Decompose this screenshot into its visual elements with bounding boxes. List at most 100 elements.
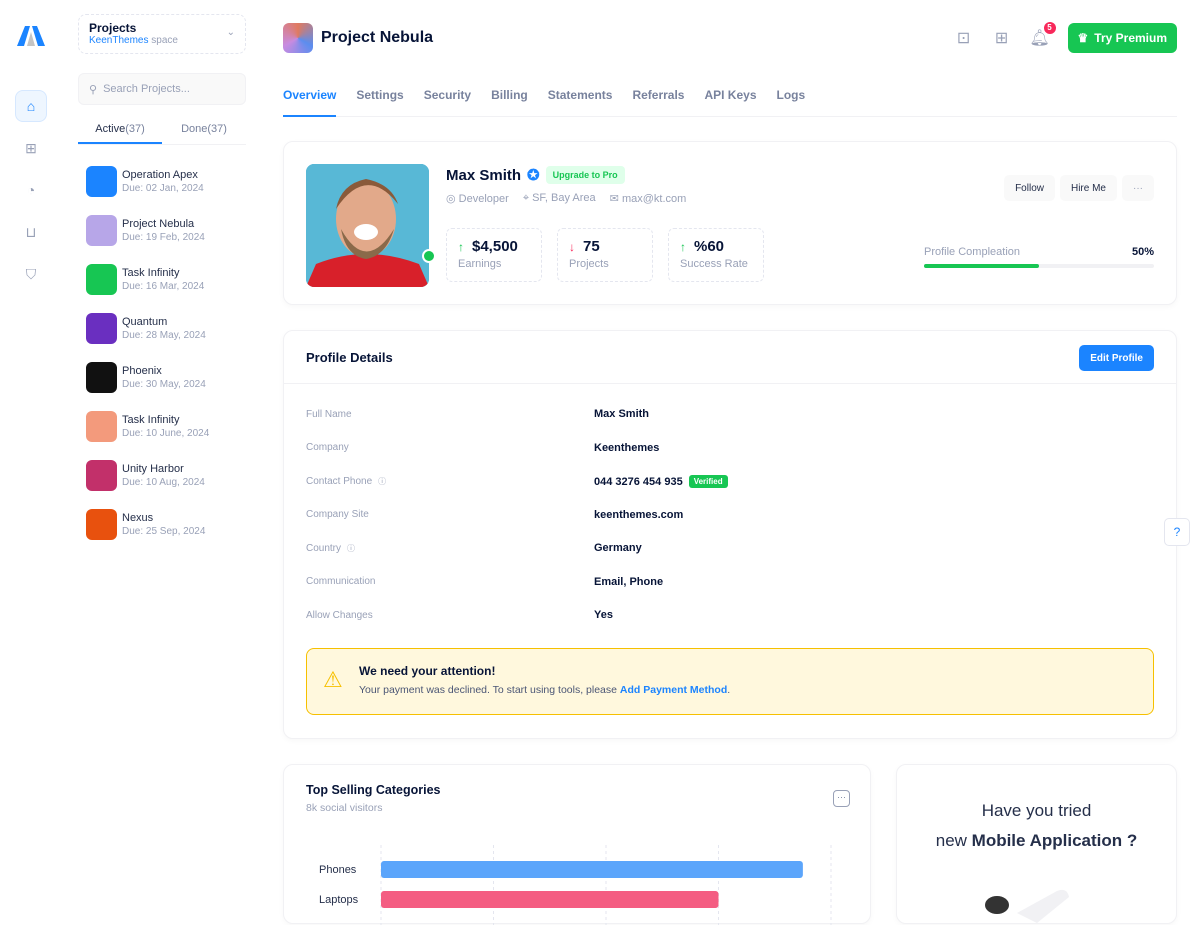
project-thumbnail <box>86 166 117 197</box>
location-pin-icon: ⌖ <box>522 192 530 204</box>
stat-success-rate: ↑ %60 Success Rate <box>668 228 764 282</box>
project-selector[interactable]: Projects KeenThemes space ⌄ <box>78 14 246 54</box>
project-name: Quantum <box>122 316 168 328</box>
project-list-item[interactable]: Unity Harbor Due: 10 Aug, 2024 <box>86 451 246 500</box>
tab-referrals[interactable]: Referrals <box>632 88 685 102</box>
stat-label: Success Rate <box>680 258 748 270</box>
notification-badge: 5 <box>1043 22 1056 34</box>
divider <box>284 383 1176 384</box>
project-thumbnail <box>86 313 117 344</box>
project-due: Due: 28 May, 2024 <box>122 330 206 341</box>
space-name: KeenThemes <box>89 35 149 46</box>
online-status-dot <box>422 249 436 263</box>
tab-statements[interactable]: Statements <box>547 88 613 102</box>
more-options-button[interactable]: ··· <box>1122 175 1154 201</box>
verified-icon: ✪ <box>527 167 540 184</box>
add-square-icon[interactable]: ⊡ <box>956 30 971 47</box>
cart-icon[interactable]: ⊔ <box>25 223 37 240</box>
verified-badge: Verified <box>688 475 728 488</box>
project-due: Due: 19 Feb, 2024 <box>122 232 205 243</box>
project-list-item[interactable]: Phoenix Due: 30 May, 2024 <box>86 353 246 402</box>
app-logo[interactable] <box>15 24 47 48</box>
tab-security[interactable]: Security <box>423 88 472 102</box>
project-list-item[interactable]: Operation Apex Due: 02 Jan, 2024 <box>86 157 246 206</box>
header: Project Nebula ⊡ ⊞ 🔔︎ 5 ♛ Try Premium <box>283 22 1177 55</box>
project-list-item[interactable]: Task Infinity Due: 10 June, 2024 <box>86 402 246 451</box>
tab-done[interactable]: Done(37) <box>162 123 246 144</box>
detail-row: Full Name Max Smith <box>306 408 1106 420</box>
project-list-item[interactable]: Quantum Due: 28 May, 2024 <box>86 304 246 353</box>
help-button[interactable]: ? <box>1164 518 1190 546</box>
info-icon: ⓘ <box>378 477 387 486</box>
project-due: Due: 16 Mar, 2024 <box>122 281 205 292</box>
space-suffix: space <box>151 35 178 46</box>
info-icon: ⓘ <box>347 543 356 553</box>
shield-icon[interactable]: ⛉ <box>25 265 37 282</box>
detail-row: Country ⓘ Germany <box>306 542 1106 554</box>
detail-row: Contact Phone ⓘ 044 3276 454 935 Verified <box>306 475 1106 488</box>
profile-completion: Profile Compleation 50% <box>924 246 1154 268</box>
tab-logs[interactable]: Logs <box>776 88 806 102</box>
edit-profile-button[interactable]: Edit Profile <box>1079 345 1154 371</box>
stat-label: Earnings <box>458 258 502 270</box>
bell-icon[interactable]: 🔔︎ 5 <box>1029 22 1056 48</box>
chart-settings-icon[interactable]: ◔ <box>26 182 36 198</box>
promo-prefix: new <box>935 831 967 850</box>
alert-end: . <box>727 684 731 696</box>
email[interactable]: ✉ max@kt.com <box>610 192 687 205</box>
role: ◎ Developer <box>446 192 509 205</box>
add-payment-link[interactable]: Add Payment Method <box>619 684 728 696</box>
detail-label: Full Name <box>306 408 352 420</box>
tab-billing[interactable]: Billing <box>491 88 528 102</box>
search-input[interactable]: ⚲ Search Projects... <box>78 73 246 105</box>
follow-button[interactable]: Follow <box>1004 175 1055 201</box>
stat-projects: ↓ 75 Projects <box>557 228 653 282</box>
detail-value: Germany <box>594 542 642 554</box>
tab-label: Done <box>181 123 208 135</box>
project-due: Due: 10 June, 2024 <box>122 428 210 439</box>
question-icon: ? <box>1173 525 1181 539</box>
detail-row: Company Keenthemes <box>306 442 1106 454</box>
email-text: max@kt.com <box>621 193 687 205</box>
search-placeholder: Search Projects... <box>103 83 190 95</box>
project-thumbnail <box>283 23 313 53</box>
project-list-item[interactable]: Nexus Due: 25 Sep, 2024 <box>86 500 246 549</box>
tab-overview[interactable]: Overview <box>283 88 337 117</box>
stat-value: %60 <box>694 238 725 255</box>
completion-progress-fill <box>924 264 1039 268</box>
try-premium-button[interactable]: ♛ Try Premium <box>1067 23 1177 53</box>
hire-me-button[interactable]: Hire Me <box>1059 175 1117 201</box>
page-title: Project Nebula <box>321 29 434 46</box>
user-icon: ◎ <box>446 193 456 205</box>
detail-label: Company Site <box>306 509 369 520</box>
upgrade-badge[interactable]: Upgrade to Pro <box>545 166 625 184</box>
project-thumbnail <box>86 460 117 491</box>
tab-settings[interactable]: Settings <box>356 88 404 102</box>
apps-grid-icon[interactable]: ⊞ <box>994 30 1009 47</box>
project-list-item[interactable]: Project Nebula Due: 19 Feb, 2024 <box>86 206 246 255</box>
phone-illustration <box>985 889 1069 923</box>
project-thumbnail <box>86 411 117 442</box>
warning-icon: ⚠ <box>323 667 343 692</box>
project-name: Project Nebula <box>122 218 195 230</box>
profile-details-card: Profile Details Edit Profile Full Name Ma… <box>283 330 1177 739</box>
project-thumbnail <box>86 215 117 246</box>
project-due: Due: 02 Jan, 2024 <box>122 183 204 194</box>
bar-phones[interactable] <box>381 861 803 878</box>
project-name: Operation Apex <box>122 169 198 181</box>
project-due: Due: 10 Aug, 2024 <box>122 477 205 488</box>
add-file-icon[interactable]: ⊞ <box>25 139 37 156</box>
chart-menu-button[interactable]: ··· <box>833 790 850 807</box>
tab-api-keys[interactable]: API Keys <box>704 88 757 102</box>
tab-active[interactable]: Active(37) <box>78 123 162 144</box>
avatar <box>306 164 429 287</box>
attention-alert: ⚠ We need your attention! Your payment w… <box>306 648 1154 715</box>
stat-earnings: ↑ $4,500 Earnings <box>446 228 542 282</box>
project-name: Task Infinity <box>122 267 180 279</box>
detail-label: Country <box>306 542 342 554</box>
chevron-down-icon: ⌄ <box>226 27 235 38</box>
promo-line1: Have you tried <box>981 801 1092 820</box>
project-list-item[interactable]: Task Infinity Due: 16 Mar, 2024 <box>86 255 246 304</box>
home-icon[interactable]: ⌂ <box>15 90 47 122</box>
alert-title: We need your attention! <box>359 664 496 678</box>
